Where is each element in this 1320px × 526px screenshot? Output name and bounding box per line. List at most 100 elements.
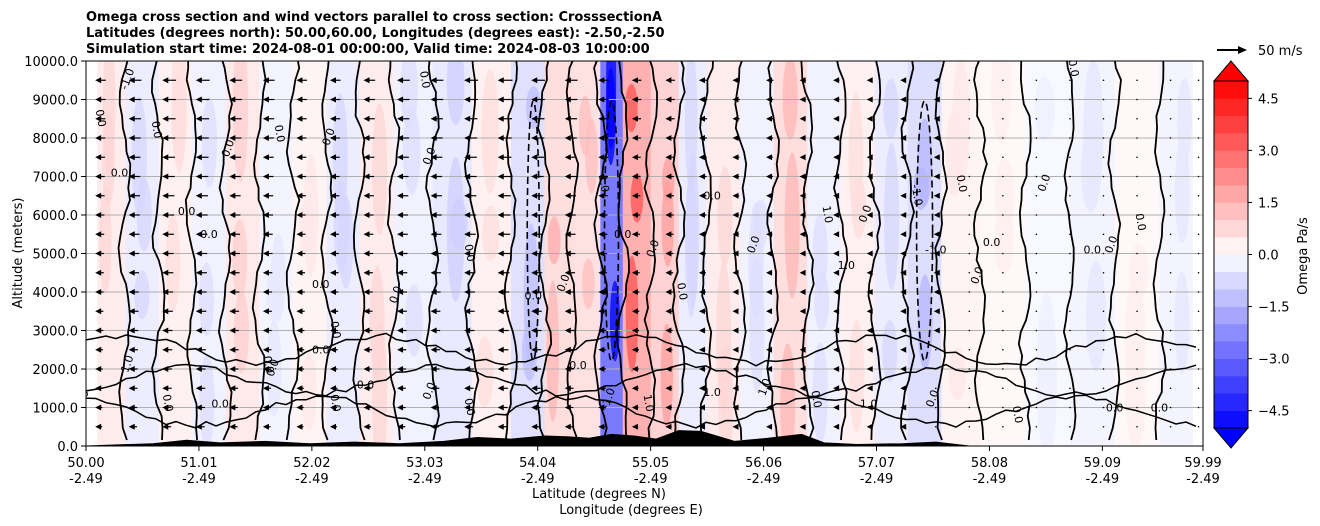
wind-vector	[1035, 271, 1038, 274]
wind-vector-head	[95, 308, 102, 315]
wind-vector-head	[497, 327, 504, 334]
wind-vector	[1002, 175, 1004, 178]
wind-vector	[1002, 329, 1004, 332]
wind-vector-head	[296, 154, 303, 161]
wind-vector	[1002, 214, 1004, 216]
wind-vector-head	[363, 115, 370, 122]
y-tick-label: 1000.0	[33, 402, 79, 417]
wind-vector-head	[363, 250, 370, 257]
omega-core	[475, 336, 494, 409]
wind-vector-head	[430, 115, 437, 122]
contour-label: 0.0	[524, 290, 542, 303]
wind-vector	[1002, 79, 1004, 82]
wind-vector-head	[229, 250, 236, 257]
omega-core	[446, 61, 465, 125]
wind-vector-head	[128, 250, 135, 257]
colorbar-extend-top	[1212, 60, 1250, 82]
wind-vector-head	[128, 269, 135, 276]
contour-label: 1.0	[641, 393, 657, 412]
colorbar-segment	[1214, 115, 1248, 134]
wind-vector-head	[866, 77, 873, 84]
wind-vector-head	[564, 308, 571, 315]
wind-vector-head	[766, 289, 773, 295]
wind-vector-head	[397, 96, 404, 103]
wind-vector-head	[195, 96, 202, 103]
wind-vector	[1002, 348, 1004, 351]
wind-vector	[1069, 406, 1071, 409]
wind-vector-head	[900, 173, 907, 180]
wind-vector-head	[799, 115, 806, 122]
wind-vector-head	[329, 96, 336, 103]
wind-vector-head	[866, 154, 873, 161]
wind-vector-head	[296, 327, 303, 334]
wind-vector-head	[363, 135, 370, 141]
wind-vector-head	[296, 135, 303, 141]
wind-vector	[1035, 79, 1038, 82]
wind-vector-head	[866, 173, 873, 180]
wind-vector-head	[665, 423, 672, 430]
wind-vector-head	[531, 404, 538, 411]
wind-vector-head	[262, 327, 269, 334]
omega-core	[883, 78, 899, 139]
low-level-contour	[86, 362, 1197, 399]
wind-vector-head	[799, 96, 806, 103]
wind-vector-head	[296, 212, 303, 218]
wind-vector-head	[833, 346, 840, 353]
wind-vector-head	[766, 308, 773, 315]
wind-vector-head	[497, 308, 504, 315]
wind-vector-head	[397, 327, 404, 334]
wind-vector-head	[195, 269, 202, 276]
wind-vector-head	[732, 269, 739, 276]
wind-vector-head	[732, 115, 739, 122]
x-tick-label-lon: -2.49	[747, 472, 781, 487]
wind-vector-head	[195, 308, 202, 315]
wind-vector-head	[162, 404, 169, 411]
wind-vector	[968, 348, 971, 351]
contour-label: 0.0	[1151, 401, 1169, 414]
wind-vector-head	[833, 231, 840, 238]
wind-vector-head	[329, 115, 336, 122]
wind-vector-head	[900, 250, 907, 257]
wind-vector-head	[833, 115, 840, 122]
wind-vector	[1136, 425, 1138, 428]
wind-vector-head	[128, 366, 135, 372]
wind-vector-head	[631, 115, 638, 122]
wind-vector	[1197, 194, 1200, 197]
wind-vector-head	[397, 289, 404, 295]
wind-vector-head	[598, 135, 605, 141]
wind-vector-head	[732, 423, 739, 430]
wind-vector-head	[363, 308, 370, 315]
wind-vector	[1035, 310, 1038, 313]
wind-vector-head	[464, 423, 471, 430]
wind-vector-head	[833, 423, 840, 430]
wind-vector-head	[397, 115, 404, 122]
wind-vector-head	[296, 115, 303, 122]
contour-label: 1.0	[703, 386, 721, 399]
wind-vector-head	[732, 308, 739, 315]
contour-label: 0.0	[219, 138, 237, 159]
wind-vector-head	[631, 366, 638, 372]
wind-vector-head	[363, 423, 370, 430]
wind-vector-head	[497, 346, 504, 353]
wind-vector-head	[866, 327, 873, 334]
wind-vector	[968, 117, 971, 120]
wind-vector-head	[799, 308, 806, 315]
wind-vector	[1197, 214, 1200, 216]
wind-vector-head	[497, 96, 504, 103]
wind-vector	[1169, 406, 1172, 409]
wind-vector	[1102, 117, 1105, 120]
wind-vector-head	[497, 269, 504, 276]
wind-vector	[1136, 214, 1138, 216]
omega-core	[582, 258, 595, 309]
wind-vector-head	[229, 423, 236, 430]
wind-vector-head	[195, 404, 202, 411]
contour-labels: 0.0 0.0 -1.0 0.0 0.0 0.0 0.0 0.0 0.0 0.0 0.0 0.0 0.0…	[86, 61, 1169, 424]
colorbar-segment	[1214, 150, 1248, 169]
wind-vector-head	[95, 327, 102, 334]
wind-vector-head	[900, 212, 907, 218]
wind-vector-head	[95, 289, 102, 295]
omega-core	[882, 320, 898, 382]
wind-vector-head	[464, 404, 471, 411]
colorbar-tick-label: 1.5	[1258, 196, 1279, 211]
